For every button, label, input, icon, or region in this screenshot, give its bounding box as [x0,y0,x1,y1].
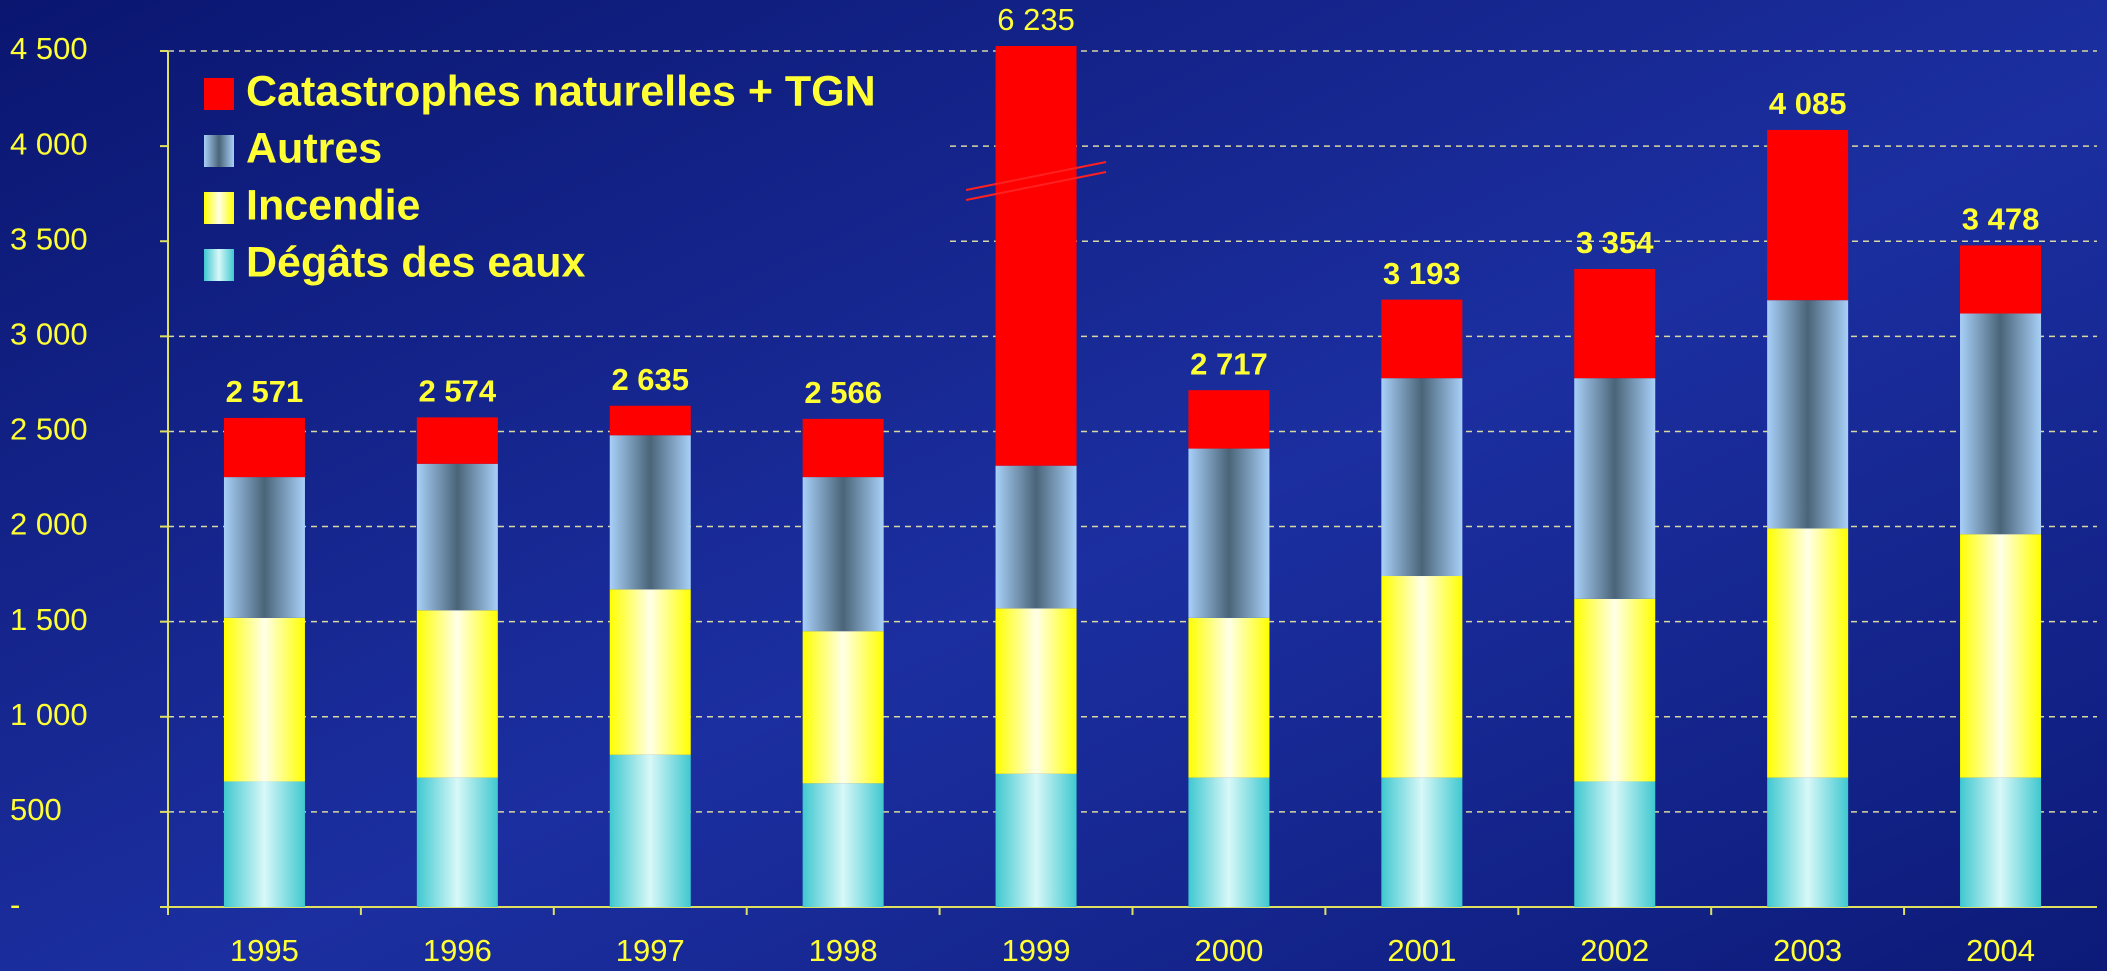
total-label: 2 571 [226,374,304,409]
legend-label: Dégâts des eaux [246,238,585,286]
bar-segment [1381,576,1463,778]
x-tick-label: 1998 [809,933,878,968]
bar-segment [223,781,305,907]
bar-segment [995,465,1077,609]
bar-segment [1574,598,1656,782]
x-tick-label: 1995 [230,933,299,968]
x-tick-label: 2000 [1194,933,1263,968]
bar-segment [609,435,691,590]
break-mark [965,161,1107,191]
total-label: 2 635 [611,362,689,397]
bar-segment [223,477,305,618]
x-tick-label: 2004 [1966,933,2035,968]
x-tick-label: 1997 [616,933,685,968]
bar-segment [416,417,498,464]
total-label: 6 235 [997,2,1075,37]
bar-segment [802,418,884,478]
total-label: 3 354 [1576,225,1654,260]
total-label: 4 085 [1769,86,1847,121]
y-tick-label: 3 000 [10,317,88,352]
bar-segment [1574,268,1656,379]
bar-segment [416,463,498,611]
bar-segment [1767,777,1849,907]
bar-segment [1960,777,2042,907]
bar-segment [609,754,691,907]
bar-segment [223,617,305,782]
bar-segment [995,46,1077,466]
bar-segment [802,783,884,907]
bar-segment [1767,300,1849,529]
y-tick-label: 500 [10,792,62,827]
total-label: 2 566 [804,375,882,410]
bar-segment [1767,129,1849,301]
bar-segment [416,777,498,907]
x-tick-label: 1999 [1002,933,1071,968]
y-tick-label: 4 000 [10,126,88,161]
legend-swatch [204,78,234,110]
y-tick-label: 1 500 [10,602,88,637]
bar-segment [609,405,691,436]
legend-swatch [204,135,234,167]
y-tick-label: - [10,887,20,922]
x-tick-label: 2003 [1773,933,1842,968]
bar-segment [802,631,884,784]
bars [223,46,2042,907]
bar-segment [1381,777,1463,907]
total-label: 3 193 [1383,256,1461,291]
legend-label: Autres [246,124,382,172]
bar-segment [995,773,1077,907]
y-tick-label: 4 500 [10,31,88,66]
bar-segment [1188,617,1270,778]
total-label: 3 478 [1962,202,2040,237]
x-tick-label: 2002 [1580,933,1649,968]
bar-segment [1188,777,1270,907]
legend-swatch [204,249,234,281]
bar-segment [1574,781,1656,907]
legend-swatch [204,192,234,224]
legend-label: Incendie [246,181,420,229]
bar-segment [1188,390,1270,449]
bar-segment [1960,534,2042,778]
bar-segment [995,608,1077,774]
legend-label: Catastrophes naturelles + TGN [246,67,876,115]
y-tick-label: 3 500 [10,221,88,256]
bar-segment [1574,378,1656,599]
bar-segment [416,610,498,778]
bar-segment [1381,299,1463,379]
bar-segment [1767,528,1849,778]
x-tick-label: 1996 [423,933,492,968]
bar-segment [1188,448,1270,618]
y-tick-label: 2 000 [10,507,88,542]
bar-segment [223,417,305,478]
bar-segment [609,589,691,755]
total-label: 2 717 [1190,346,1268,381]
y-tick-label: 1 000 [10,697,88,732]
total-label: 2 574 [419,374,497,409]
bar-segment [1960,245,2042,314]
bar-segment [802,477,884,632]
break-mark [965,171,1107,201]
x-tick-label: 2001 [1387,933,1456,968]
y-tick-label: 2 500 [10,412,88,447]
bar-segment [1381,378,1463,577]
bar-segment [1960,313,2042,535]
